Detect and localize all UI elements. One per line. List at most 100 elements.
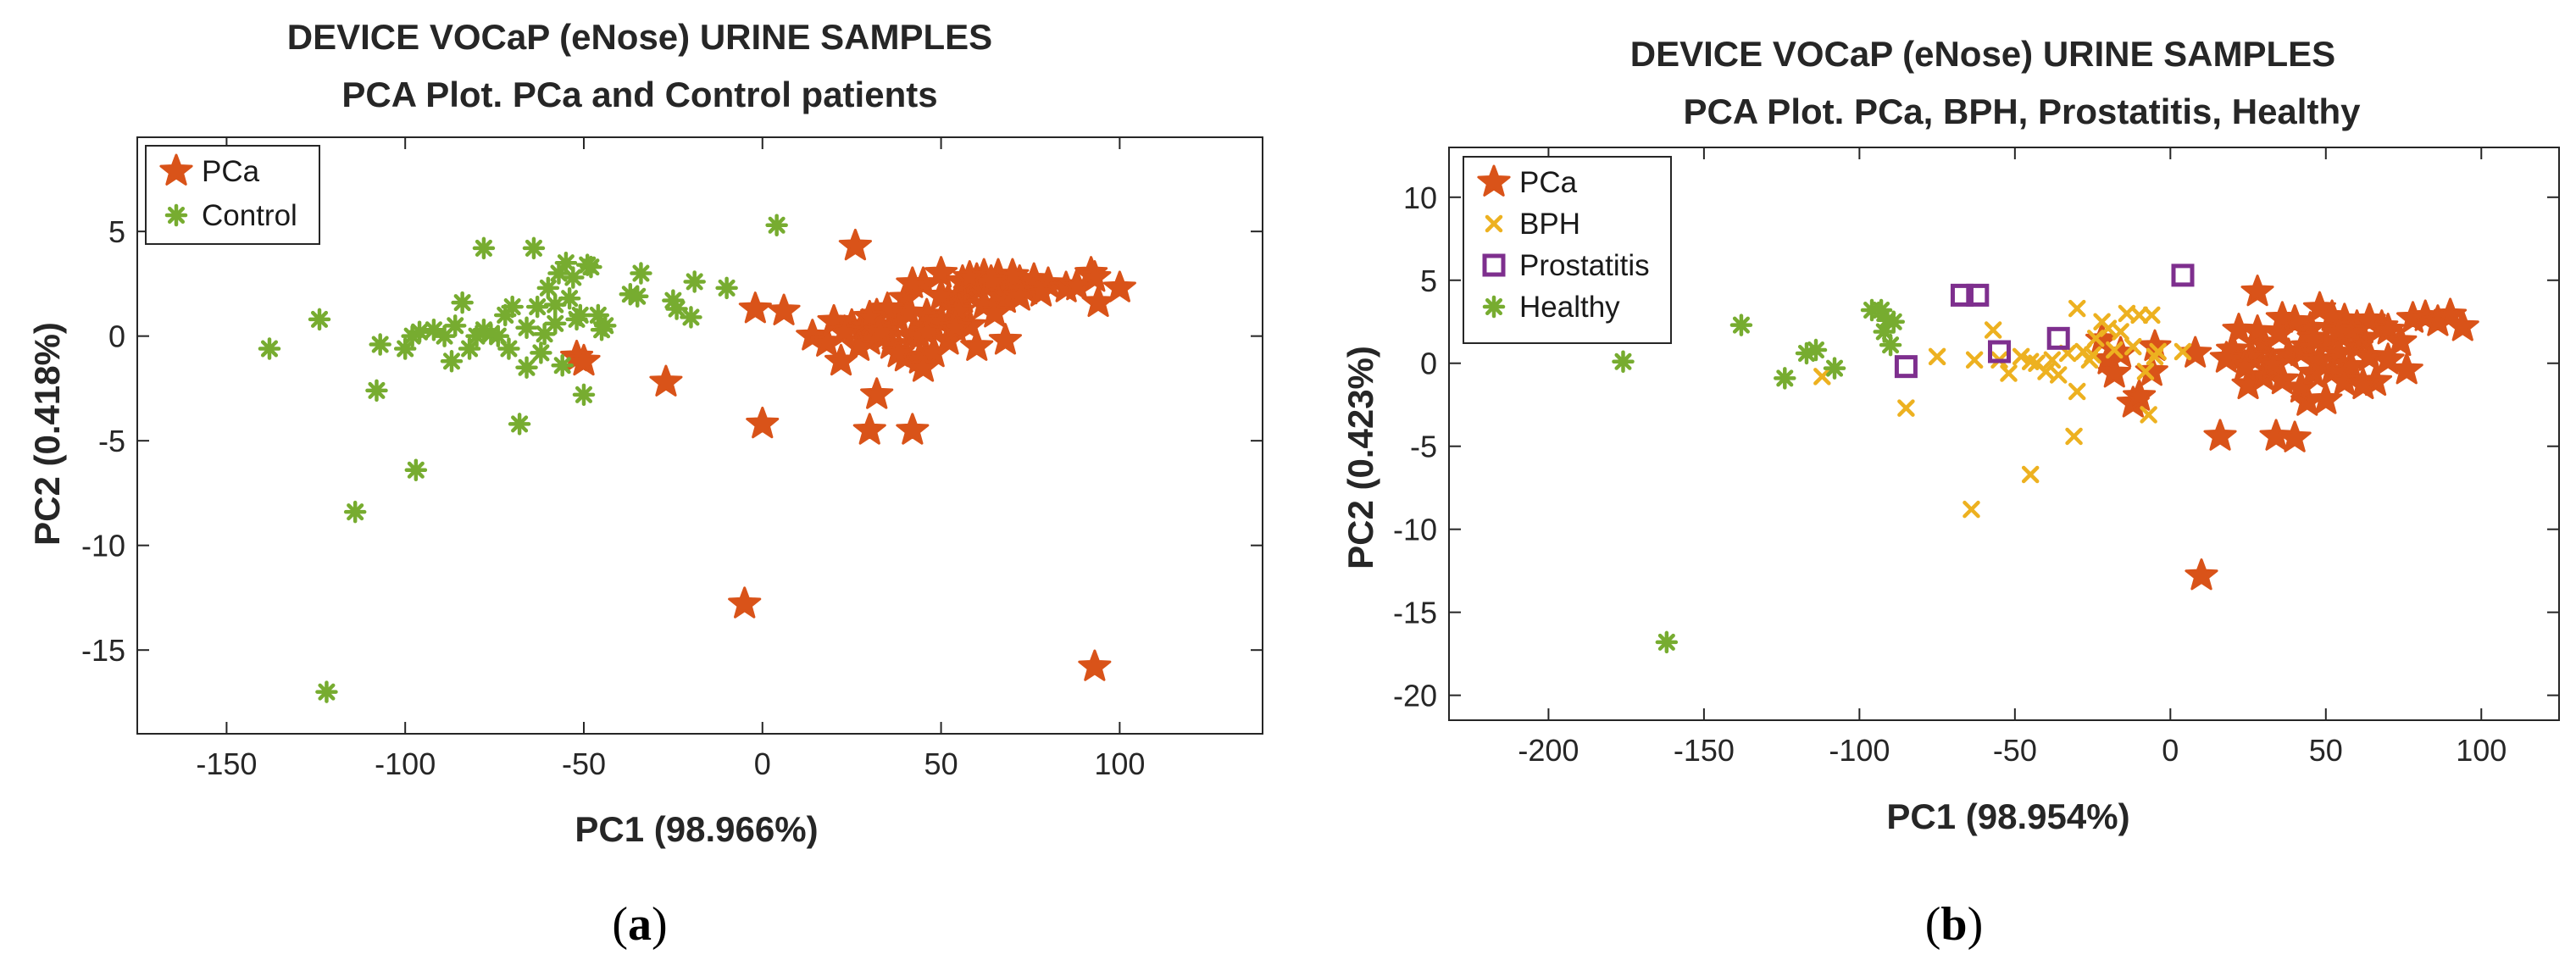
chart-a-title-line2: PCA Plot. PCa and Control patients [341,75,937,114]
data-point-bph [2106,341,2124,359]
chart-a-axes-frame [136,136,1263,735]
data-point-healthy [1774,367,1796,390]
data-point-pca [649,364,683,397]
data-point-pca [892,296,926,328]
chart-a-x-tick-label: 100 [1094,746,1145,781]
chart-b-caption-letter: b [1940,898,1967,951]
chart-a-y-tick-label: 5 [108,214,125,249]
data-point-healthy [1823,357,1846,380]
data-point-pca [924,279,958,311]
chart-b-x-tick-label: -200 [1518,733,1579,768]
data-point-control [680,306,702,329]
legend-bph-icon [1485,214,1503,233]
chart-b-title-line2: PCA Plot. PCa, BPH, Prostatitis, Healthy [1684,92,2362,131]
legend-healthy-icon [1482,295,1506,319]
data-point-control [369,333,391,356]
data-point-bph [2143,306,2161,325]
data-point-pca [2123,379,2157,411]
data-point-pca [2259,419,2293,451]
chart-b-y-tick-label: 0 [1420,347,1437,381]
chart-b-y-tick-label: 5 [1420,264,1437,298]
data-point-pca [1078,260,1112,292]
data-point-pca [2203,419,2237,451]
data-point-control [515,356,538,379]
data-point-pca [2278,420,2312,452]
data-point-pca [1102,270,1136,302]
data-point-control [393,337,417,360]
data-point-bph [2080,351,2099,369]
data-point-prostatitis [1987,340,2011,363]
data-point-pca [2185,558,2218,591]
data-point-prostatitis [1966,283,1990,307]
data-point-bph [2112,323,2129,341]
data-point-pca [2265,301,2299,333]
data-point-bph [2049,366,2068,384]
data-point-pca [1024,275,1058,307]
data-point-pca [860,377,894,409]
data-point-healthy [1804,338,1828,362]
data-point-control [472,236,496,260]
data-point-bph [2136,363,2155,380]
chart-b-title-line1: DEVICE VOCaP (eNose) URINE SAMPLES [1630,34,2335,74]
data-point-control [508,413,531,436]
data-point-control [308,308,331,331]
data-point-pca [896,266,930,298]
data-point-control [401,325,424,347]
data-point-pca [2384,324,2418,357]
legend-prostatitis-icon [1482,253,1506,277]
data-point-pca [2321,314,2355,347]
data-point-bph [2130,306,2148,325]
chart-b-y-tick-label: -20 [1393,679,1437,713]
data-point-control [515,316,538,340]
data-point-control [433,325,456,347]
data-point-control [440,350,464,373]
legend-bph-label: BPH [1519,208,1580,241]
data-point-bph [2174,342,2192,361]
data-point-pca [2352,339,2386,371]
data-point-pca [852,299,886,332]
data-point-control [683,270,706,293]
data-point-bph [1965,351,1984,369]
data-point-control [343,500,367,524]
data-point-pca [906,350,941,382]
data-point-pca [2097,356,2131,388]
chart-b-x-tick-label: -150 [1674,733,1735,768]
data-point-bph [2021,352,2040,371]
data-point-pca [738,291,772,324]
data-point-bph [1897,399,1915,417]
data-point-pca [870,291,904,324]
data-point-control [501,295,524,319]
data-point-pca [746,406,780,439]
chart-b-series-prostatitis [1894,264,2195,379]
chart-b-y-tick-label: -15 [1393,596,1437,630]
data-point-control [497,337,520,360]
data-point-pca [828,314,862,347]
data-point-bph [2124,337,2142,356]
data-point-pca [1078,649,1112,681]
data-point-control [536,276,560,300]
data-point-bph [2012,347,2030,366]
data-point-pca [2309,382,2343,414]
data-point-control [404,458,428,482]
data-point-control [530,341,552,364]
data-point-control [525,295,549,319]
legend-pca-icon [159,153,193,186]
data-point-control [572,383,596,407]
data-point-pca [2256,347,2290,380]
data-point-control [562,266,585,289]
data-point-bph [2000,364,2018,382]
chart-b-x-axis-label: PC1 (98.954%) [1886,796,2129,836]
data-point-pca [2240,275,2274,307]
data-point-control [630,262,652,285]
data-point-control [580,255,602,279]
data-point-pca [2446,309,2479,341]
chart-b-x-tick-label: -100 [1829,733,1890,768]
data-point-prostatitis [1894,355,1918,379]
data-point-healthy [1612,350,1635,374]
data-point-bph [2065,427,2083,446]
chart-a-x-tick-label: 0 [754,746,771,781]
chart-b-y-tick-label: -5 [1410,430,1437,464]
